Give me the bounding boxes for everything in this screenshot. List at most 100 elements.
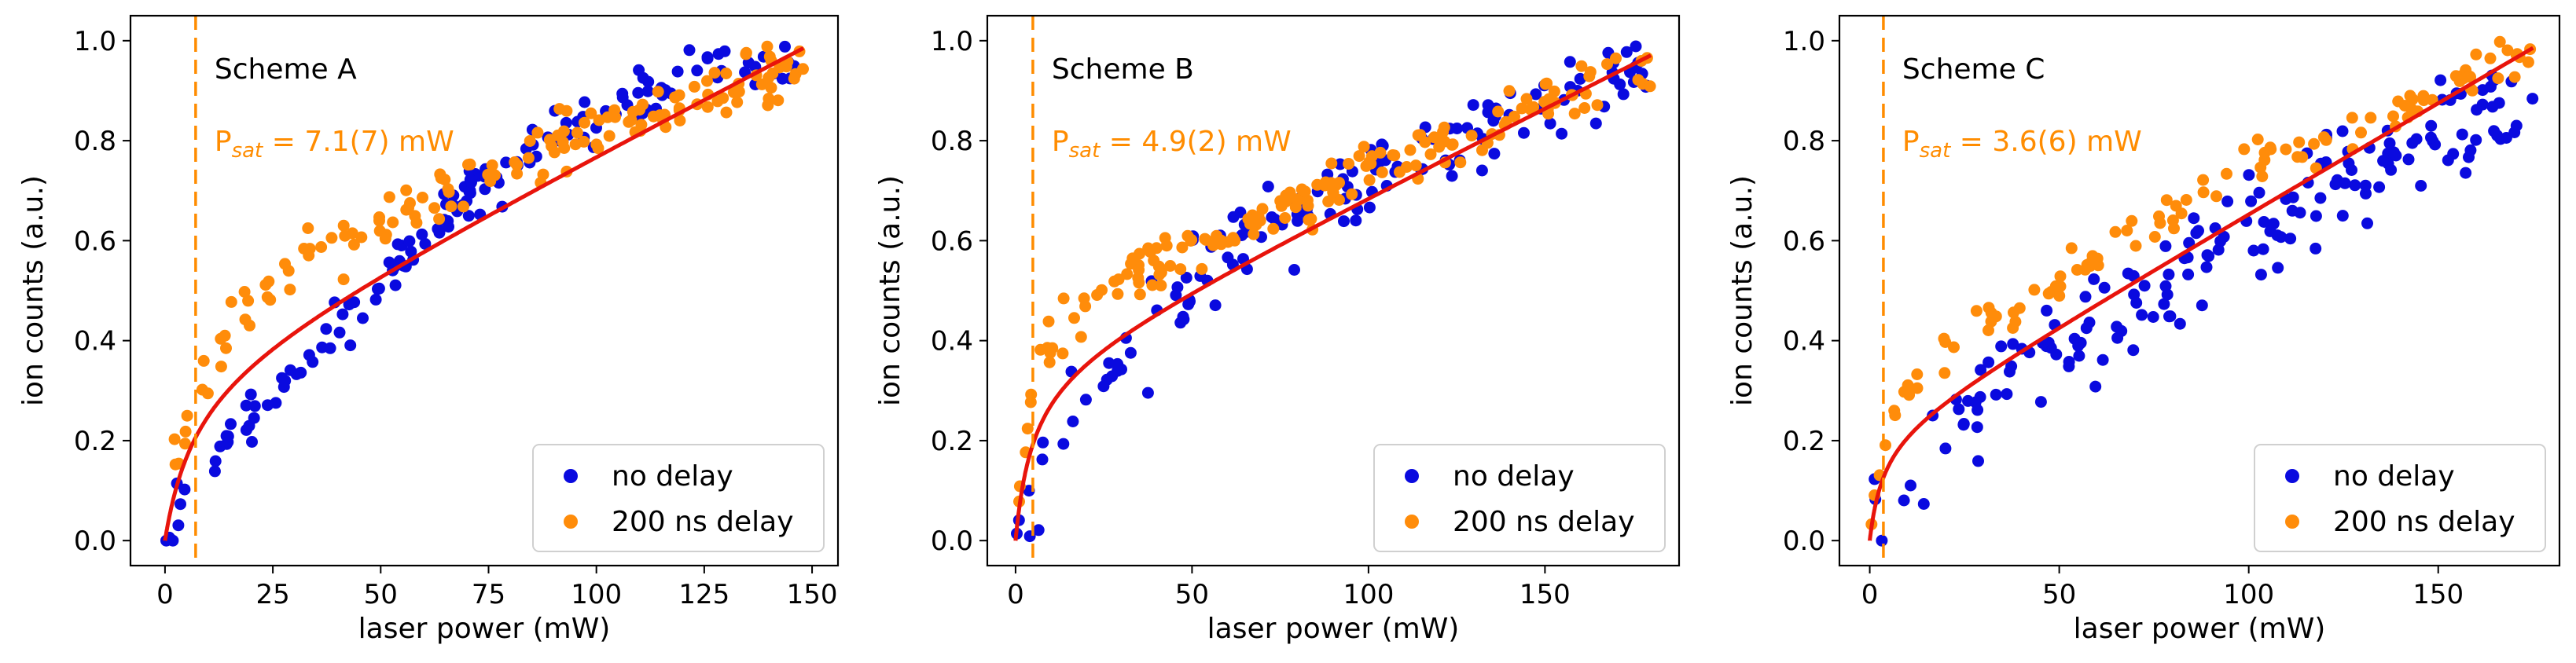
scatter-point bbox=[1299, 185, 1311, 198]
psat-symbol: P bbox=[1052, 126, 1069, 158]
psat-subscript: sat bbox=[1920, 139, 1951, 163]
psat-value: = 4.9(2) mW bbox=[1100, 126, 1291, 158]
scatter-point bbox=[616, 91, 629, 104]
y-tick-label: 0.0 bbox=[931, 526, 973, 557]
scatter-point bbox=[2404, 90, 2416, 102]
scatter-point bbox=[303, 349, 315, 361]
legend: no delay 200 ns delay bbox=[532, 444, 825, 552]
scatter-point bbox=[2007, 338, 2019, 350]
scatter-point bbox=[1185, 233, 1198, 246]
scatter-point bbox=[579, 116, 590, 129]
scatter-point bbox=[2349, 179, 2361, 192]
scatter-point bbox=[179, 425, 192, 438]
legend-marker-200ns-delay bbox=[564, 515, 578, 529]
scatter-point bbox=[1021, 423, 1034, 435]
scatter-point bbox=[2453, 75, 2466, 87]
scatter-point bbox=[2073, 350, 2085, 362]
y-tick-label: 1.0 bbox=[931, 26, 973, 57]
scatter-point bbox=[439, 174, 451, 186]
scatter-point bbox=[2355, 126, 2367, 139]
scatter-point bbox=[2522, 56, 2534, 68]
scatter-point bbox=[1037, 436, 1049, 449]
scatter-point bbox=[2460, 167, 2472, 179]
scatter-point bbox=[1325, 177, 1337, 189]
scatter-point bbox=[2028, 284, 2041, 296]
scatter-point bbox=[2387, 146, 2400, 159]
scatter-point bbox=[671, 65, 684, 78]
scatter-point bbox=[197, 354, 210, 367]
scatter-point bbox=[2196, 299, 2208, 312]
scatter-point bbox=[1213, 234, 1226, 247]
scatter-point bbox=[222, 436, 234, 449]
scatter-point bbox=[765, 82, 777, 94]
scatter-point bbox=[179, 438, 191, 450]
scatter-point bbox=[2310, 210, 2322, 222]
scatter-point bbox=[1409, 159, 1422, 172]
scatter-point bbox=[1503, 85, 1516, 97]
series-200ns-delay bbox=[168, 40, 809, 471]
scatter-point bbox=[2492, 72, 2504, 85]
legend-box bbox=[2254, 444, 2546, 552]
scatter-point bbox=[2005, 360, 2018, 372]
plot-frame bbox=[129, 14, 840, 567]
scatter-point bbox=[2287, 191, 2299, 203]
scatter-point bbox=[337, 273, 350, 286]
scatter-point bbox=[325, 232, 338, 244]
x-tick-label: 0 bbox=[156, 579, 174, 610]
scatter-point bbox=[2111, 321, 2123, 333]
scatter-point bbox=[484, 175, 497, 188]
scatter-point bbox=[2405, 103, 2418, 115]
scatter-point bbox=[1617, 88, 1630, 101]
scatter-point bbox=[1134, 288, 1146, 301]
scatter-point bbox=[2127, 344, 2140, 357]
x-tick-label: 50 bbox=[1175, 579, 1209, 610]
scatter-point bbox=[1970, 305, 1983, 317]
scatter-point bbox=[1091, 289, 1104, 301]
scatter-point bbox=[383, 191, 395, 203]
scatter-point bbox=[623, 115, 635, 128]
scatter-point bbox=[2160, 194, 2173, 207]
scatter-point bbox=[2136, 309, 2148, 321]
scatter-point bbox=[1262, 181, 1274, 192]
scatter-point bbox=[2308, 137, 2321, 150]
scatter-point bbox=[2034, 396, 2047, 408]
scatter-point bbox=[1516, 102, 1528, 115]
scatter-point bbox=[2053, 290, 2066, 302]
scatter-point bbox=[458, 200, 469, 213]
scatter-point bbox=[1155, 279, 1167, 291]
scatter-point bbox=[2089, 380, 2102, 393]
scatter-point bbox=[2170, 200, 2182, 212]
scatter-point bbox=[1911, 368, 1924, 380]
scatter-point bbox=[389, 279, 402, 291]
scatter-point bbox=[464, 158, 476, 170]
scatter-point bbox=[357, 312, 369, 324]
scatter-point bbox=[2286, 204, 2299, 217]
legend-label-no-delay: no delay bbox=[1453, 460, 1575, 493]
scatter-point bbox=[1630, 40, 1642, 53]
psat-symbol: P bbox=[1902, 126, 1920, 158]
scatter-point bbox=[2464, 70, 2476, 82]
scatter-point bbox=[2456, 128, 2468, 141]
scatter-point bbox=[2336, 125, 2349, 137]
legend-label-200ns-delay: 200 ns delay bbox=[2333, 506, 2515, 538]
scatter-point bbox=[1288, 264, 1300, 276]
scatter-point bbox=[772, 94, 785, 107]
scatter-point bbox=[1939, 336, 1952, 348]
scatter-point bbox=[1338, 215, 1350, 228]
scatter-point bbox=[320, 323, 333, 335]
scatter-point bbox=[1424, 148, 1437, 160]
scatter-point bbox=[1365, 150, 1378, 163]
scatter-point bbox=[2435, 74, 2447, 86]
scatter-point bbox=[1544, 117, 1556, 130]
scatter-point bbox=[264, 294, 277, 306]
scatter-point bbox=[2096, 353, 2109, 366]
scatter-point bbox=[2221, 195, 2234, 207]
scatter-point bbox=[2128, 288, 2141, 301]
scheme-title: Scheme C bbox=[1902, 53, 2045, 86]
scatter-point bbox=[1972, 455, 1984, 467]
x-tick-label: 125 bbox=[678, 579, 729, 610]
scatter-point bbox=[1527, 101, 1540, 113]
psat-annotation: Psat = 3.6(6) mW bbox=[1902, 126, 2142, 163]
scatter-point bbox=[1975, 364, 1987, 376]
